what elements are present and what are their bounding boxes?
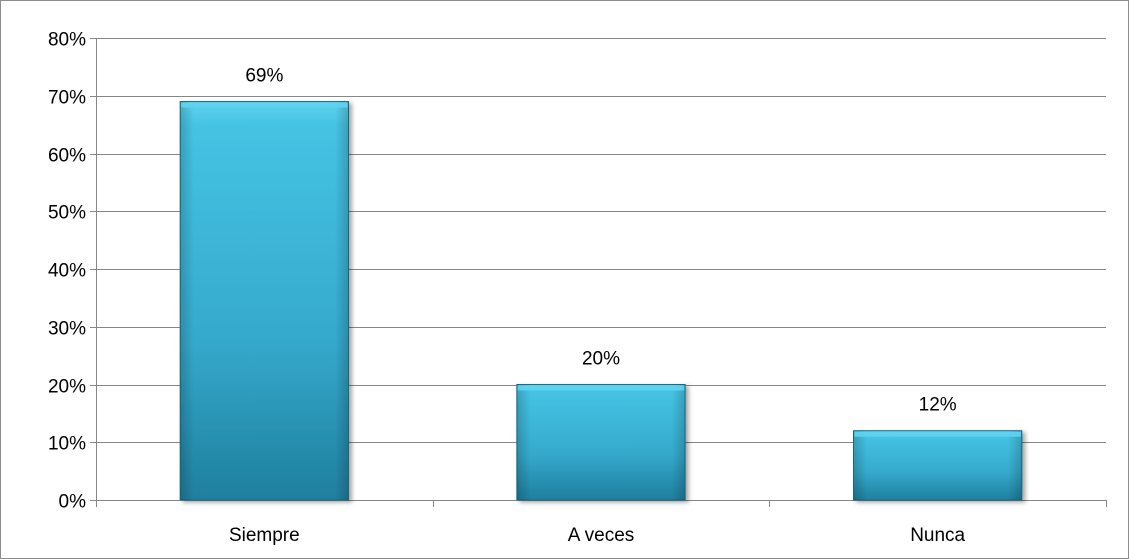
x-category-label: A veces	[568, 525, 635, 546]
x-category-label: Nunca	[910, 525, 965, 546]
bar-shade	[516, 384, 686, 500]
x-category-label: Siempre	[229, 525, 300, 546]
bar-shade	[853, 430, 1022, 500]
y-tick-label: 20%	[48, 377, 86, 398]
y-tick-label: 50%	[48, 203, 86, 224]
y-tick-label: 10%	[48, 434, 86, 455]
y-tick-label: 60%	[48, 146, 86, 167]
y-tick-label: 40%	[48, 261, 86, 282]
data-label: 20%	[582, 349, 620, 370]
labels: 0% 10% 20% 30% 40% 50% 60% 70% 80% 69% Siempre 20% A…	[48, 30, 966, 547]
y-tick-label: 0%	[59, 492, 87, 513]
bar-highlight	[854, 431, 1021, 437]
data-label: 12%	[919, 395, 957, 416]
y-tick-label: 70%	[48, 88, 86, 109]
bar-highlight	[517, 385, 685, 391]
data-label: 69%	[245, 66, 283, 87]
y-tick-label: 30%	[48, 319, 86, 340]
bars	[179, 101, 1023, 501]
y-tick-label: 80%	[48, 30, 86, 51]
bar-highlight	[181, 102, 348, 108]
bar-shade	[180, 101, 349, 501]
